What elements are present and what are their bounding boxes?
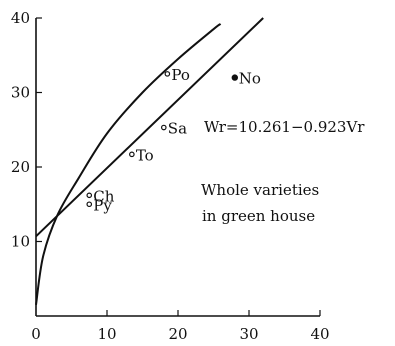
- point-label-po: Po: [171, 66, 190, 84]
- y-ticks: 10 20 30 40: [11, 9, 42, 251]
- data-point-ch: [87, 193, 91, 197]
- annotations: Wr=10.261−0.923Vr Whole varieties in gre…: [201, 118, 365, 225]
- data-point-py: [87, 202, 91, 206]
- y-tick-label: 30: [11, 84, 30, 102]
- axes: [36, 18, 320, 316]
- x-ticks: 0 10 20 30 40: [31, 310, 329, 343]
- data-point-po: [165, 72, 169, 76]
- y-tick-label: 20: [11, 158, 30, 176]
- x-tick-label: 0: [31, 325, 41, 343]
- saturation-curve: [36, 24, 221, 305]
- x-tick-label: 20: [168, 325, 187, 343]
- equation-label: Wr=10.261−0.923Vr: [204, 118, 365, 136]
- x-tick-label: 30: [239, 325, 258, 343]
- y-tick-label: 40: [11, 9, 30, 27]
- y-tick-label: 10: [11, 233, 30, 251]
- data-point-to: [130, 152, 134, 156]
- point-label-py: Py: [93, 196, 112, 214]
- point-label-to: To: [136, 146, 154, 164]
- point-label-sa: Sa: [168, 120, 187, 138]
- data-point-no: [232, 75, 237, 80]
- note-line-2: in green house: [202, 207, 315, 225]
- point-label-no: No: [239, 70, 261, 88]
- x-tick-label: 10: [97, 325, 116, 343]
- x-tick-label: 40: [310, 325, 329, 343]
- data-point-sa: [162, 125, 166, 129]
- note-line-1: Whole varieties: [201, 181, 319, 199]
